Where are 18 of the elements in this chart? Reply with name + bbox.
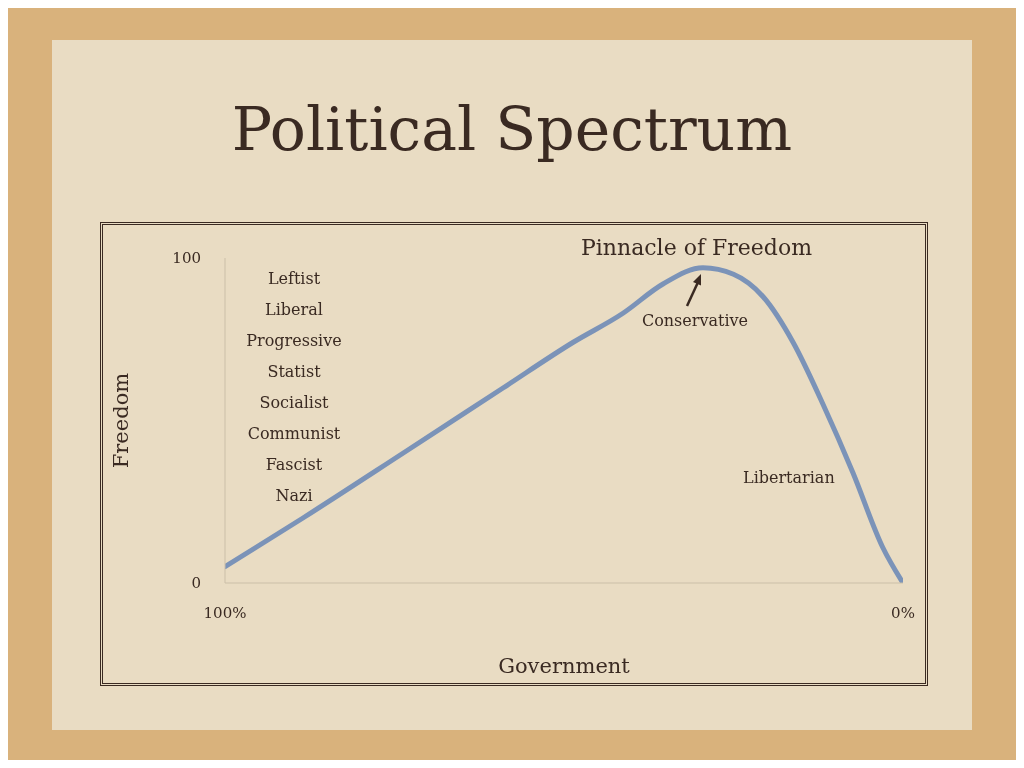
annotation: Libertarian (743, 468, 835, 487)
annotation: Statist (266, 361, 322, 383)
annotation: Liberal (264, 299, 324, 321)
annotation: Nazi (274, 485, 314, 507)
x-axis-title: Government (498, 654, 631, 678)
annotation: Socialist (258, 392, 330, 414)
chart-title: Political Spectrum (230, 94, 794, 164)
annotation: Pinnacle of Freedom (581, 235, 813, 260)
y-tick-label: 100 (172, 249, 201, 268)
annotation: Leftist (266, 268, 322, 290)
annotation: Progressive (245, 330, 343, 352)
annotation: Conservative (641, 310, 749, 330)
annotation: Communist (246, 423, 342, 445)
annotation: Fascist (264, 454, 324, 476)
y-axis-title: Freedom (109, 372, 134, 469)
y-tick-label: 0 (191, 574, 201, 593)
x-tick-label: 100% (203, 603, 247, 622)
x-tick-label: 0% (891, 603, 915, 622)
